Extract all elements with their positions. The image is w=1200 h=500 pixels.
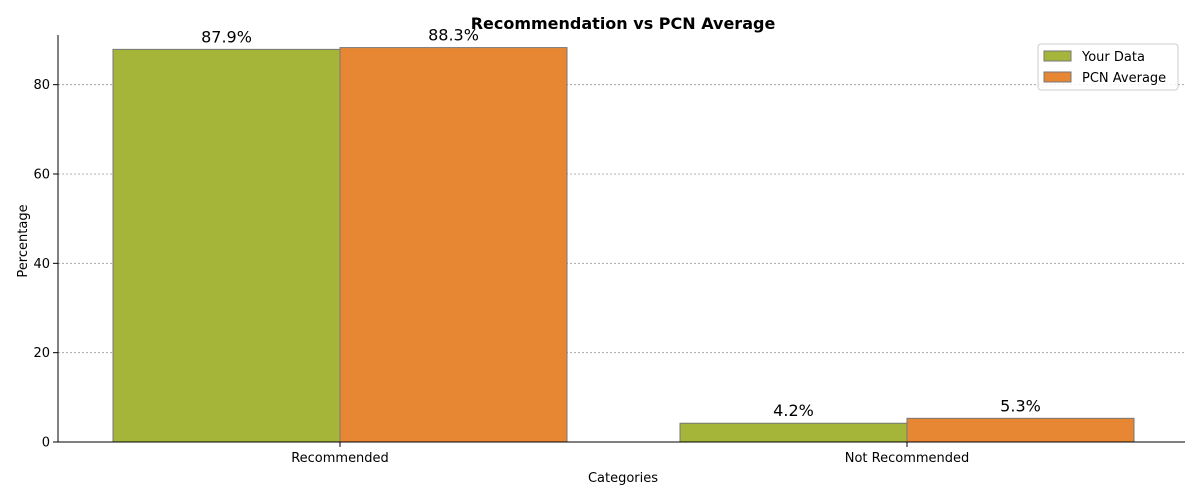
- y-tick-label: 0: [42, 436, 50, 451]
- y-axis-label: Percentage: [16, 204, 31, 277]
- x-tick-label: Recommended: [291, 451, 389, 466]
- data-label: 87.9%: [201, 27, 252, 46]
- bar-pcn-average-recommended: [339, 47, 568, 443]
- bars-group: [112, 47, 1135, 443]
- y-tick-label: 80: [33, 78, 50, 93]
- x-tick-label: Not Recommended: [845, 451, 970, 466]
- y-tick-label: 40: [33, 257, 50, 272]
- legend-label: Your Data: [1081, 50, 1145, 65]
- y-tick-label: 60: [33, 168, 50, 183]
- bar-your-data-not-recommended: [679, 422, 908, 443]
- legend-label: PCN Average: [1082, 71, 1166, 86]
- legend-box: [1037, 43, 1179, 91]
- chart-title: Recommendation vs PCN Average: [471, 14, 776, 33]
- axes-group: 0 20 40 60 80 Recommended Not Recommended: [33, 35, 1185, 466]
- legend-swatch: [1043, 71, 1072, 83]
- bar-pcn-average-not-recommended: [906, 417, 1135, 443]
- bar-your-data-recommended: [112, 48, 341, 443]
- data-label: 88.3%: [428, 26, 479, 45]
- data-label: 5.3%: [1000, 396, 1041, 415]
- x-axis-label: Categories: [588, 471, 658, 486]
- data-label: 4.2%: [773, 401, 814, 420]
- legend: Your Data PCN Average: [1037, 43, 1179, 91]
- y-tick-label: 20: [33, 346, 50, 361]
- data-labels-group: 87.9% 88.3% 4.2% 5.3%: [201, 26, 1041, 421]
- legend-swatch: [1043, 50, 1072, 62]
